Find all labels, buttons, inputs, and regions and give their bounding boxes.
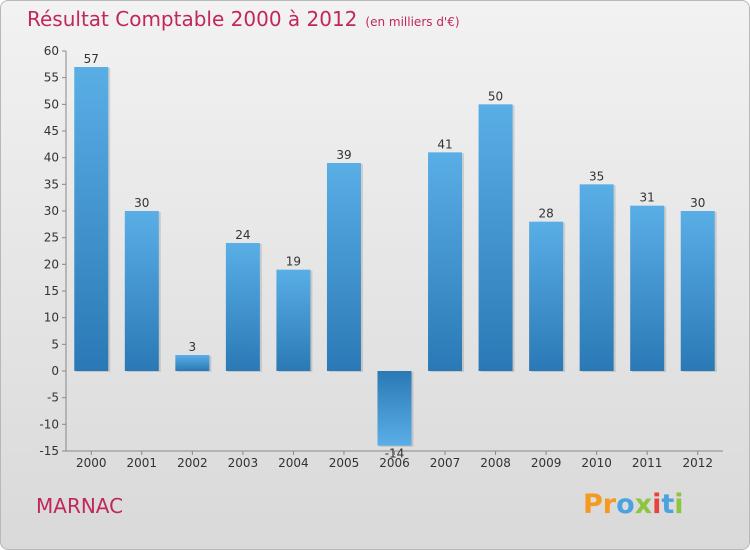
bar-value-label: 30: [690, 196, 705, 210]
bar: [74, 67, 109, 371]
bar-value-label: 57: [84, 52, 99, 66]
bar-value-label: 41: [437, 137, 452, 151]
bar-value-label: 3: [189, 340, 197, 354]
chart-data-labels: 57 30 3 24 19 39 -14 41 50 28 35 31 30: [84, 52, 706, 461]
x-tick-label: 2001: [127, 456, 158, 470]
bar: [579, 184, 614, 371]
bar-value-label: 28: [538, 207, 553, 221]
logo-letter: t: [661, 489, 675, 520]
x-tick-label: 2007: [430, 456, 461, 470]
y-tick-label: 45: [44, 124, 59, 138]
x-tick-label: 2012: [682, 456, 713, 470]
bar: [529, 221, 564, 371]
y-tick-label: 30: [44, 204, 59, 218]
bar: [377, 371, 412, 446]
bar: [428, 152, 463, 371]
bar-value-label: 35: [589, 169, 604, 183]
bar-value-label: 39: [336, 148, 351, 162]
x-tick-label: 2010: [581, 456, 612, 470]
y-tick-label: 0: [51, 364, 59, 378]
y-tick-label: 25: [44, 231, 59, 245]
bar-value-label: 30: [134, 196, 149, 210]
y-tick-label: 55: [44, 71, 59, 85]
y-tick-label: 40: [44, 151, 59, 165]
x-tick-label: 2005: [329, 456, 360, 470]
bar-value-label: -14: [385, 447, 405, 461]
y-tick-label: -15: [39, 444, 59, 458]
y-tick-label: 35: [44, 177, 59, 191]
bar-value-label: 19: [286, 255, 301, 269]
y-tick-label: 60: [44, 44, 59, 58]
bar: [630, 205, 665, 371]
y-tick-label: -10: [39, 417, 59, 431]
x-tick-label: 2006: [379, 456, 410, 470]
x-tick-label: 2000: [76, 456, 107, 470]
y-tick-label: 10: [44, 311, 59, 325]
bar-value-label: 24: [235, 228, 250, 242]
logo-letter: P: [583, 489, 603, 520]
logo-letter: x: [634, 489, 653, 520]
bar: [326, 163, 361, 371]
y-tick-label: 20: [44, 257, 59, 271]
logo-letter: i: [652, 489, 662, 520]
x-tick-label: 2003: [228, 456, 259, 470]
bar: [225, 243, 260, 371]
bar-value-label: 31: [640, 191, 655, 205]
bar-value-label: 50: [488, 89, 503, 103]
bar: [276, 269, 311, 371]
y-tick-label: 5: [51, 337, 59, 351]
bar: [124, 211, 159, 371]
bar: [478, 104, 513, 371]
bar: [680, 211, 715, 371]
chart-bars: [74, 67, 717, 447]
bar: [175, 355, 210, 371]
x-tick-label: 2009: [531, 456, 562, 470]
y-tick-label: -5: [47, 391, 59, 405]
chart-title: Résultat Comptable 2000 à 2012 (en millie…: [27, 7, 460, 31]
logo-letter: o: [616, 489, 635, 520]
x-tick-label: 2011: [632, 456, 663, 470]
y-tick-label: 15: [44, 284, 59, 298]
y-tick-label: 50: [44, 97, 59, 111]
x-tick-label: 2004: [278, 456, 309, 470]
chart-subtitle: (en milliers d'€): [365, 15, 460, 29]
commune-name: MARNAC: [36, 494, 124, 518]
chart-title-text: Résultat Comptable 2000 à 2012: [27, 7, 358, 31]
chart-axes: -15 -10 -5 0 5 10 15 20 25 30 35 40 45 50 55 60 2000 2001…: [39, 44, 723, 470]
logo-letter: r: [602, 489, 617, 520]
proxiti-logo: Proxiti: [583, 489, 684, 520]
logo-letter: i: [674, 489, 684, 520]
x-tick-label: 2008: [480, 456, 511, 470]
x-tick-label: 2002: [177, 456, 208, 470]
